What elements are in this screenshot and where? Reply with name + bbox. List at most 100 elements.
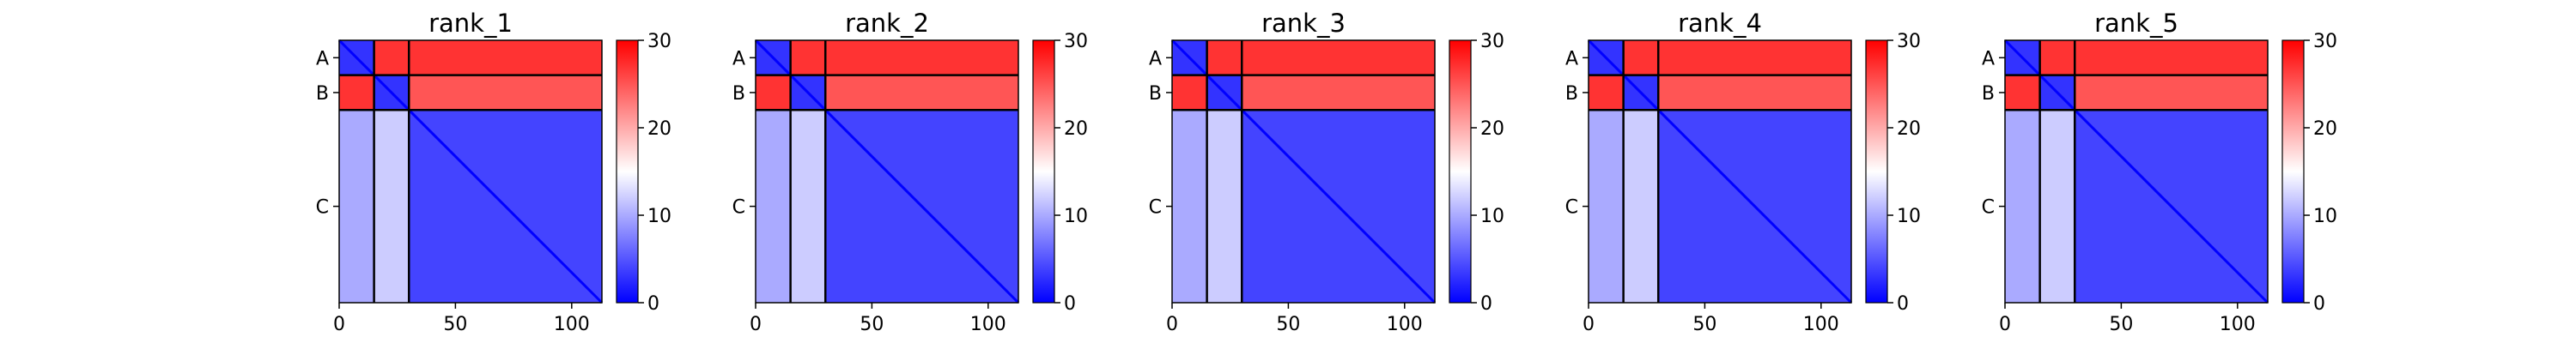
heatmap-cell bbox=[756, 75, 791, 111]
x-tick-label: 100 bbox=[554, 314, 590, 335]
plot-frame bbox=[338, 39, 603, 304]
colorbar-tick-label: 20 bbox=[1897, 118, 1921, 140]
colorbar-tick-label: 30 bbox=[2313, 31, 2337, 52]
y-chain-label: B bbox=[732, 83, 745, 105]
heatmap-cell bbox=[1242, 75, 1435, 111]
heatmap-cell bbox=[756, 110, 791, 303]
diagonal-line bbox=[337, 39, 604, 304]
diagonal-line bbox=[754, 39, 1020, 304]
heatmap-cell bbox=[1589, 75, 1624, 111]
colorbar-tick-label: 30 bbox=[1897, 31, 1921, 52]
heatmap-cell bbox=[790, 110, 826, 303]
y-chain-label: A bbox=[732, 48, 745, 69]
diagonal-line bbox=[1587, 39, 1853, 304]
plot-frame bbox=[2004, 39, 2269, 304]
heatmap-cell bbox=[1589, 110, 1624, 303]
colorbar bbox=[2281, 39, 2305, 304]
heatmap-cell bbox=[2005, 75, 2040, 111]
x-tick-label: 100 bbox=[1387, 314, 1423, 335]
plot-frame bbox=[1588, 39, 1852, 304]
colorbar-tick-label: 0 bbox=[1897, 293, 1909, 315]
y-chain-label: A bbox=[1565, 48, 1578, 69]
heatmap-cell bbox=[409, 40, 602, 75]
panel-title: rank_3 bbox=[1261, 9, 1346, 38]
x-tick-label: 100 bbox=[970, 314, 1006, 335]
heatmap-cell bbox=[2075, 75, 2268, 111]
panel-2: rank_2 AB C 0 50 100 0 10 20 30 bbox=[732, 9, 1088, 335]
panel-title: rank_1 bbox=[428, 9, 513, 38]
colorbar-tick-label: 30 bbox=[647, 31, 671, 52]
heatmap-cell bbox=[825, 75, 1018, 111]
x-tick-label: 50 bbox=[2109, 314, 2133, 335]
y-chain-label: A bbox=[1149, 48, 1162, 69]
plot-frame bbox=[755, 39, 1019, 304]
y-chain-label: C bbox=[1149, 197, 1162, 219]
panel-4: rank_4 AB C 0 50 100 0 10 20 30 bbox=[1565, 9, 1921, 335]
x-tick-label: 0 bbox=[1999, 314, 2011, 335]
x-tick-label: 0 bbox=[750, 314, 762, 335]
x-tick-label: 100 bbox=[2220, 314, 2256, 335]
heatmap-cell bbox=[1623, 40, 1659, 75]
x-tick-label: 100 bbox=[1803, 314, 1839, 335]
heatmap-cell bbox=[1206, 110, 1242, 303]
x-tick-label: 50 bbox=[860, 314, 884, 335]
colorbar-tick-label: 30 bbox=[1064, 31, 1088, 52]
x-tick-label: 0 bbox=[1583, 314, 1595, 335]
heatmap-cell bbox=[1658, 75, 1851, 111]
diagonal-line bbox=[2003, 39, 2269, 304]
colorbar-tick-label: 20 bbox=[1480, 118, 1504, 140]
y-chain-label: B bbox=[1565, 83, 1578, 105]
y-chain-label: A bbox=[316, 48, 329, 69]
y-chain-label: B bbox=[1149, 83, 1162, 105]
panel-3: rank_3 AB C 0 50 100 0 10 20 30 bbox=[1149, 9, 1504, 335]
heatmap-cell bbox=[1172, 110, 1207, 303]
colorbar-tick-label: 10 bbox=[2313, 206, 2337, 227]
plot-frame bbox=[1171, 39, 1436, 304]
heatmap-cell bbox=[374, 110, 410, 303]
heatmap-cell bbox=[1623, 110, 1659, 303]
x-tick-label: 50 bbox=[1276, 314, 1300, 335]
panel-1: rank_1 AB C 0 50 100 0 10 20 30 bbox=[316, 9, 671, 335]
heatmap-cell bbox=[339, 75, 374, 111]
colorbar bbox=[1032, 39, 1055, 304]
colorbar bbox=[1865, 39, 1888, 304]
y-chain-label: C bbox=[1565, 197, 1578, 219]
colorbar-tick-label: 10 bbox=[1480, 206, 1504, 227]
heatmap-cell bbox=[339, 110, 374, 303]
x-tick-label: 50 bbox=[443, 314, 467, 335]
colorbar bbox=[1449, 39, 1472, 304]
colorbar-tick-label: 30 bbox=[1480, 31, 1504, 52]
heatmap-cell bbox=[2005, 110, 2040, 303]
colorbar-tick-label: 0 bbox=[1064, 293, 1076, 315]
heatmap-cell bbox=[374, 40, 410, 75]
heatmap-cell bbox=[2075, 40, 2268, 75]
colorbar-tick-label: 10 bbox=[647, 206, 671, 227]
y-chain-label: A bbox=[1982, 48, 1995, 69]
heatmap-cell bbox=[2039, 110, 2075, 303]
y-chain-label: C bbox=[1982, 197, 1995, 219]
x-tick-label: 50 bbox=[1692, 314, 1716, 335]
heatmap-cell bbox=[1172, 75, 1207, 111]
colorbar bbox=[616, 39, 639, 304]
x-tick-label: 0 bbox=[333, 314, 345, 335]
panel-title: rank_5 bbox=[2094, 9, 2178, 38]
colorbar-tick-label: 20 bbox=[2313, 118, 2337, 140]
heatmap-cell bbox=[2039, 40, 2075, 75]
panel-title: rank_2 bbox=[845, 9, 929, 38]
heatmap-cell bbox=[790, 40, 826, 75]
colorbar-tick-label: 20 bbox=[647, 118, 671, 140]
colorbar-tick-label: 10 bbox=[1897, 206, 1921, 227]
colorbar-tick-label: 20 bbox=[1064, 118, 1088, 140]
colorbar-tick-label: 0 bbox=[647, 293, 659, 315]
colorbar-tick-label: 0 bbox=[1480, 293, 1492, 315]
y-chain-label: C bbox=[732, 197, 745, 219]
x-tick-label: 0 bbox=[1166, 314, 1178, 335]
heatmap-cell bbox=[825, 40, 1018, 75]
diagonal-line bbox=[1170, 39, 1437, 304]
colorbar-tick-label: 0 bbox=[2313, 293, 2325, 315]
colorbar-tick-label: 10 bbox=[1064, 206, 1088, 227]
y-chain-label: C bbox=[316, 197, 329, 219]
panel-5: rank_5 AB C 0 50 100 0 10 20 30 bbox=[1982, 9, 2337, 335]
